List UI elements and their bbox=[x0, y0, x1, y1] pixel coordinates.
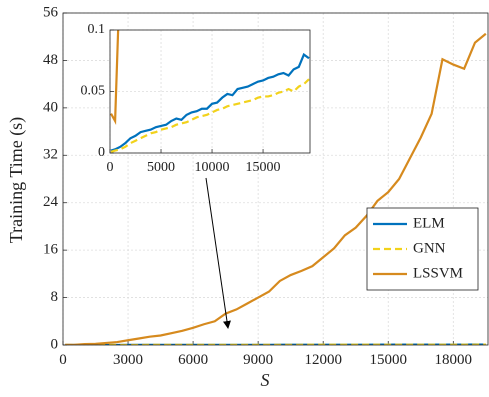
y-tick-label: 56 bbox=[43, 4, 59, 20]
x-tick-label: 3000 bbox=[113, 352, 143, 368]
y-tick-label: 0.1 bbox=[88, 22, 106, 37]
x-tick-label: 6000 bbox=[178, 352, 208, 368]
x-tick-label: 0 bbox=[59, 352, 67, 368]
x-tick-label: 15000 bbox=[370, 352, 408, 368]
y-tick-label: 32 bbox=[43, 147, 58, 163]
x-axis-label: S bbox=[261, 370, 270, 390]
x-tick-label: 12000 bbox=[304, 352, 342, 368]
legend-label: GNN bbox=[413, 240, 446, 256]
x-tick-label: 18000 bbox=[435, 352, 473, 368]
legend-label: ELM bbox=[413, 215, 445, 231]
y-tick-label: 40 bbox=[43, 99, 58, 115]
x-tick-label: 9000 bbox=[243, 352, 273, 368]
legend-label: LSSVM bbox=[413, 265, 463, 281]
y-tick-label: 16 bbox=[43, 242, 59, 258]
x-tick-label: 10000 bbox=[195, 160, 230, 175]
x-tick-label: 5000 bbox=[147, 160, 175, 175]
y-tick-label: 8 bbox=[51, 289, 59, 305]
x-tick-label: 15000 bbox=[246, 160, 281, 175]
y-tick-label: 0 bbox=[98, 145, 105, 160]
y-tick-label: 0 bbox=[51, 336, 59, 352]
y-tick-label: 0.05 bbox=[81, 84, 106, 99]
y-tick-label: 48 bbox=[43, 52, 58, 68]
y-tick-label: 24 bbox=[43, 194, 59, 210]
x-tick-label: 0 bbox=[107, 160, 114, 175]
y-axis-label: Training Time (s) bbox=[6, 117, 27, 243]
